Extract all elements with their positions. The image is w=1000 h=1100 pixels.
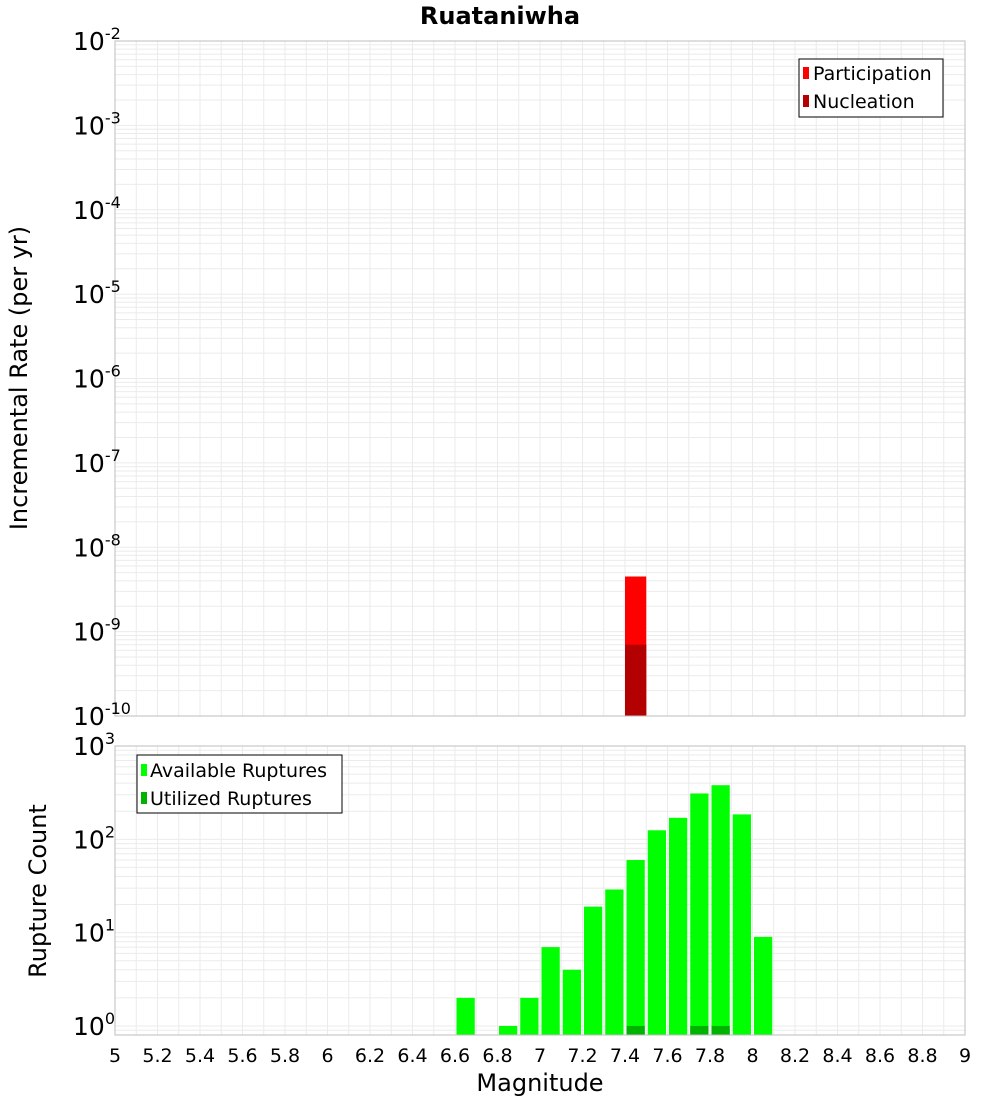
top-y-tick: 10-9 <box>73 615 121 647</box>
x-tick-label: 5.6 <box>227 1045 257 1067</box>
bar-available-ruptures <box>754 936 773 1035</box>
x-tick-label: 6.8 <box>482 1045 512 1067</box>
x-tick-label: 5.8 <box>270 1045 300 1067</box>
x-tick-label: 7.8 <box>695 1045 725 1067</box>
x-tick-label: 5.2 <box>142 1045 172 1067</box>
bar-available-ruptures <box>541 947 560 1035</box>
x-tick-labels: 5 5.2 5.4 5.6 5.8 6 6.2 6.4 6.6 6.8 7 7.2 7.4 7.6 7.8 8… <box>109 1045 971 1067</box>
legend-label-available-ruptures: Available Ruptures <box>150 760 327 782</box>
bottom-y-axis-label: Rupture Count <box>24 804 52 978</box>
x-tick-label: 8 <box>746 1045 758 1067</box>
bar-nucleation <box>625 644 647 716</box>
bar-available-ruptures <box>456 997 475 1035</box>
bar-available-ruptures <box>520 997 539 1035</box>
legend-label-nucleation: Nucleation <box>813 91 915 113</box>
bar-available-ruptures <box>584 906 603 1035</box>
legend-swatch-utilized-ruptures <box>141 792 147 804</box>
top-y-tick: 10-8 <box>73 530 121 562</box>
bar-utilized-ruptures <box>690 1025 709 1035</box>
x-tick-label: 7.4 <box>610 1045 640 1067</box>
top-y-tick: 10-3 <box>73 108 121 140</box>
x-tick-label: 8.8 <box>907 1045 937 1067</box>
top-y-tick: 10-6 <box>73 362 121 394</box>
x-tick-label: 7.2 <box>567 1045 597 1067</box>
top-plot-frame <box>114 40 966 717</box>
x-tick-label: 6.6 <box>440 1045 470 1067</box>
x-tick-label: 7 <box>534 1045 546 1067</box>
bottom-legend-box <box>136 754 343 814</box>
bar-available-ruptures <box>626 860 645 1035</box>
bottom-plot-bars <box>456 785 773 1035</box>
x-tick-label: 8.6 <box>865 1045 895 1067</box>
x-tick-label: 6 <box>321 1045 333 1067</box>
bar-available-ruptures <box>562 969 581 1035</box>
x-tick-label: 9 <box>959 1045 971 1067</box>
legend-swatch-available-ruptures <box>141 764 147 776</box>
bar-utilized-ruptures <box>626 1025 645 1035</box>
chart-title: Ruataniwha <box>420 2 580 30</box>
bottom-legend: Available Ruptures Utilized Ruptures <box>136 754 343 814</box>
bar-available-ruptures <box>499 1025 518 1035</box>
top-y-tick: 10-2 <box>73 24 121 56</box>
bar-available-ruptures <box>605 889 624 1035</box>
legend-swatch-participation <box>803 67 809 79</box>
top-y-tick: 10-5 <box>73 277 121 309</box>
bar-available-ruptures <box>711 785 730 1035</box>
legend-label-participation: Participation <box>813 63 932 85</box>
bottom-plot-frame <box>114 745 966 1036</box>
top-plot-bars <box>625 576 647 716</box>
top-y-tick: 10-10 <box>73 699 131 731</box>
x-tick-label: 6.4 <box>397 1045 427 1067</box>
x-tick-label: 8.4 <box>822 1045 852 1067</box>
x-tick-label: 5.4 <box>185 1045 215 1067</box>
top-y-axis-label: Incremental Rate (per yr) <box>5 226 33 530</box>
bar-available-ruptures <box>732 814 751 1035</box>
bar-available-ruptures <box>647 830 666 1035</box>
bottom-y-tick-labels: 103 102 101 100 <box>73 729 115 1041</box>
bottom-y-tick: 101 <box>73 916 115 948</box>
top-legend-box <box>798 58 944 118</box>
top-y-tick: 10-7 <box>73 446 121 478</box>
x-tick-label: 7.6 <box>652 1045 682 1067</box>
x-tick-label: 8.2 <box>780 1045 810 1067</box>
bar-available-ruptures <box>690 793 709 1035</box>
bar-utilized-ruptures <box>711 1025 730 1035</box>
x-tick-label: 6.2 <box>355 1045 385 1067</box>
bottom-y-tick: 103 <box>73 729 115 761</box>
top-plot-grid <box>114 40 966 717</box>
x-tick-label: 5 <box>109 1045 121 1067</box>
legend-label-utilized-ruptures: Utilized Ruptures <box>150 788 312 810</box>
bottom-y-tick: 102 <box>73 822 115 854</box>
x-axis-label: Magnitude <box>476 1069 603 1097</box>
bottom-y-tick: 100 <box>73 1009 115 1041</box>
top-y-tick: 10-4 <box>73 193 121 225</box>
top-legend: Participation Nucleation <box>798 58 944 118</box>
legend-swatch-nucleation <box>803 95 809 107</box>
top-y-tick-labels: 10-2 10-3 10-4 10-5 10-6 10-7 10-8 10-9 10-10 <box>73 24 131 731</box>
bar-available-ruptures <box>669 817 688 1035</box>
